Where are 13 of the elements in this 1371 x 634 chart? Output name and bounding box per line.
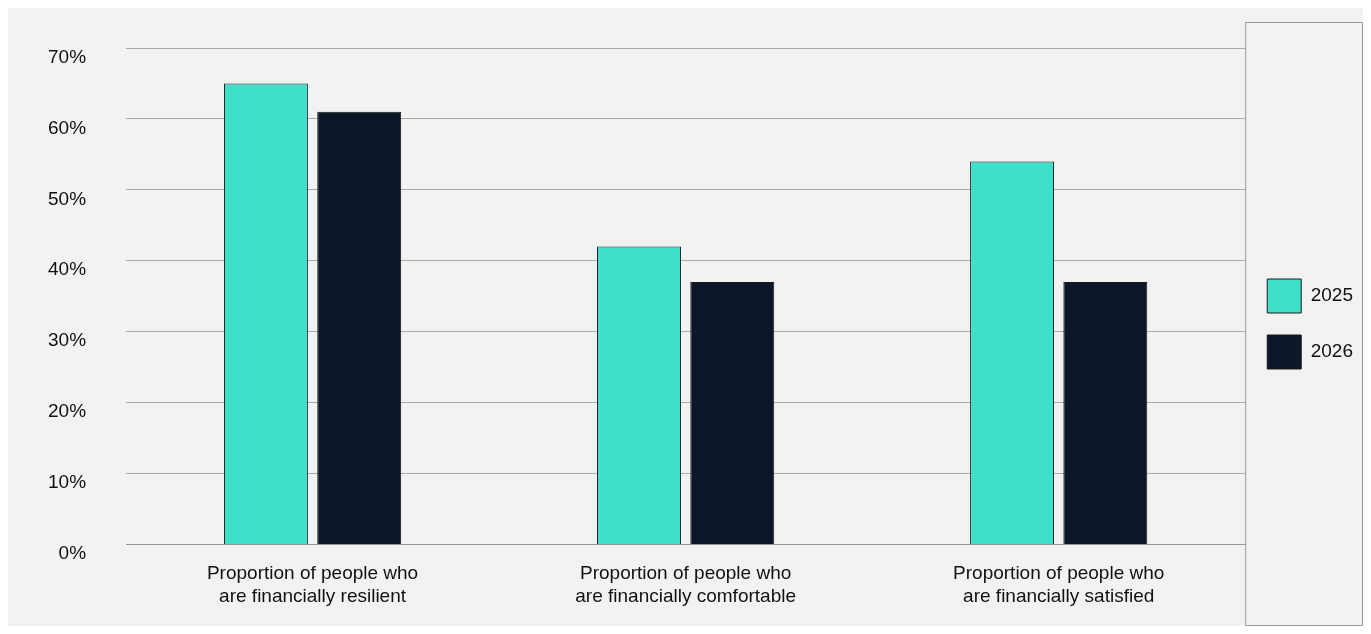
x-tick-label: Proportion of people who are financially satisfied	[953, 562, 1165, 606]
y-tick-label: 30%	[48, 329, 87, 351]
y-tick-label: 70%	[48, 45, 87, 67]
y-tick-label: 60%	[48, 116, 87, 138]
legend-label: 2026	[1310, 340, 1354, 362]
y-tick-label: 50%	[48, 187, 87, 209]
y-tick-label: 20%	[48, 400, 87, 422]
legend-label: 2025	[1310, 284, 1354, 306]
x-tick-label: Proportion of people who are financially comfortable	[575, 562, 796, 606]
y-tick-label: 40%	[48, 258, 87, 280]
y-tick-label: 0%	[58, 542, 87, 564]
y-tick-label: 10%	[48, 471, 87, 493]
x-tick-label: Proportion of people who are financially resilient	[206, 562, 419, 606]
